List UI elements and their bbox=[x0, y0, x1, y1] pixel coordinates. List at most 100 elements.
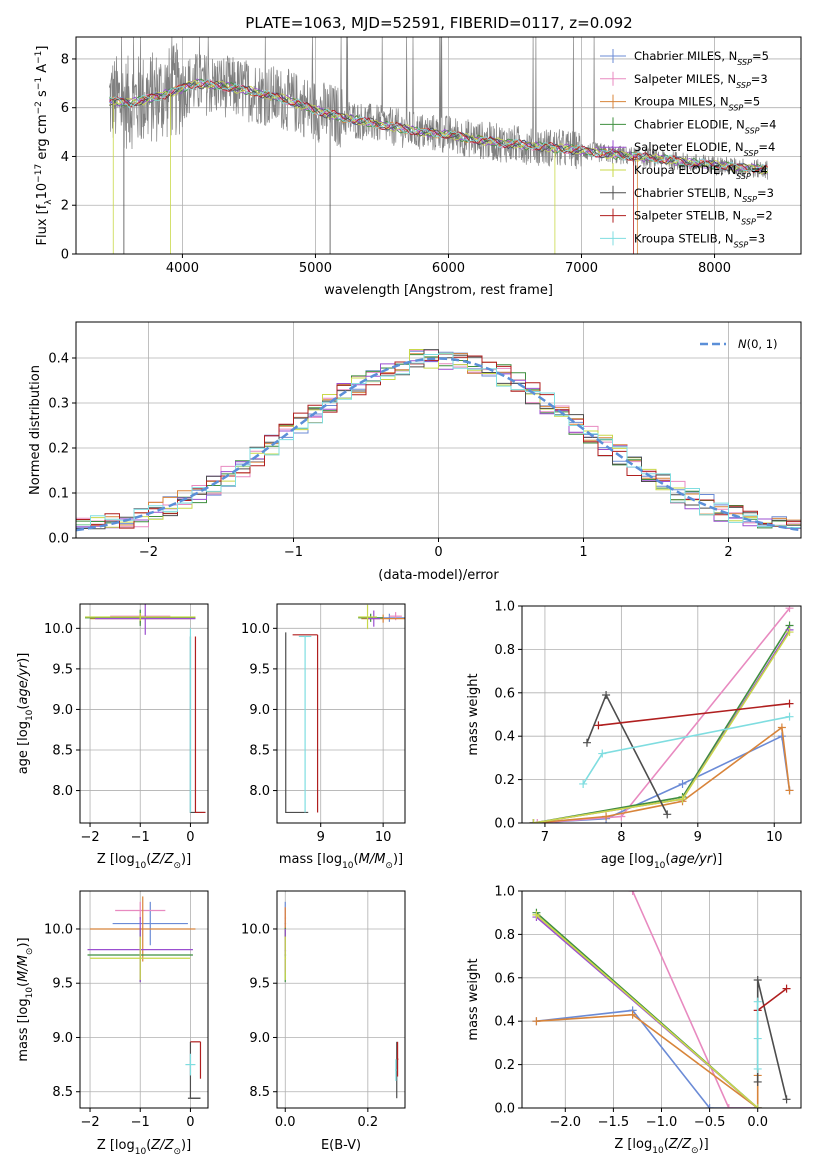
marker-group bbox=[284, 901, 399, 1099]
tick-label: 5000 bbox=[299, 261, 332, 276]
axes-frame bbox=[521, 605, 802, 824]
x-axis-label: E(B-V) bbox=[321, 1138, 361, 1153]
y-axis-label: mass weight bbox=[466, 958, 481, 1040]
series-line bbox=[536, 1013, 759, 1108]
series-point bbox=[753, 1064, 762, 1073]
series-point bbox=[579, 779, 588, 788]
axes-frame bbox=[75, 36, 802, 255]
tick-label: 8000 bbox=[698, 261, 731, 276]
series-point bbox=[628, 1010, 637, 1019]
tick-label: 0 bbox=[186, 830, 194, 845]
marker-group bbox=[85, 604, 206, 814]
series-line bbox=[535, 914, 759, 1108]
tick-label: 0.2 bbox=[494, 773, 515, 788]
series-point bbox=[529, 819, 538, 823]
series-point bbox=[602, 812, 611, 821]
plot-area bbox=[277, 604, 405, 823]
series-point bbox=[678, 795, 687, 804]
series-line bbox=[757, 987, 788, 1012]
axes-frame bbox=[521, 890, 802, 1109]
tick-label: 0 bbox=[186, 1115, 194, 1130]
series-point bbox=[628, 891, 637, 895]
tick-label: 2 bbox=[61, 199, 69, 214]
legend-entry: Chabrier MILES, NSSP=5 bbox=[634, 49, 769, 67]
tick-label: 0.0 bbox=[747, 1115, 768, 1130]
tick-label: 10.0 bbox=[44, 922, 73, 937]
errorbar-box bbox=[194, 636, 206, 814]
tick-label: 0.2 bbox=[357, 1115, 378, 1130]
series-point bbox=[533, 819, 542, 823]
gaussian-curve bbox=[76, 357, 801, 532]
model-spectrum-line bbox=[109, 79, 768, 173]
legend-gaussian: N(0, 1) bbox=[738, 337, 778, 351]
panel-residuals: −2 −1 0 1 2 0.0 0.1 0.2 0.3 0.4 N(0, 1) (data-model… bbox=[28, 321, 802, 583]
series-point bbox=[785, 786, 794, 795]
tick-label: 0.0 bbox=[494, 1102, 515, 1117]
panel-mass-vs-Z: −2 −1 0 8.5 9.0 9.5 10.0 Z [log10(Z/Z⊙)] mass [l… bbox=[16, 890, 209, 1157]
tick-label: −2 bbox=[80, 830, 99, 845]
marker-group bbox=[285, 604, 405, 814]
x-axis-label: (data-model)/error bbox=[378, 568, 499, 583]
series-point bbox=[785, 606, 794, 613]
tick-label: 9.0 bbox=[249, 703, 270, 718]
histogram-group bbox=[76, 349, 801, 532]
series-line bbox=[631, 891, 758, 1108]
x-axis-label: age [log10(age/yr)] bbox=[601, 852, 723, 871]
tick-label: 9 bbox=[694, 830, 702, 845]
x-axis-label: wavelength [Angstrom, rest frame] bbox=[324, 283, 553, 298]
axes-frame bbox=[79, 890, 209, 1109]
panel-spectrum: 4000 5000 6000 7000 8000 0 2 4 6 8 Chabrier MILES,… bbox=[34, 36, 802, 298]
y-axis-label: Flux [fλ10−17 erg cm−2 s−1 A−1] bbox=[34, 46, 54, 246]
legend-entry: Kroupa STELIB, NSSP=3 bbox=[634, 231, 765, 249]
tick-label: −1.5 bbox=[598, 1115, 630, 1130]
tick-label: 8 bbox=[61, 52, 69, 67]
tick-label: 1 bbox=[579, 545, 587, 560]
tick-label: 0.2 bbox=[48, 442, 69, 457]
plot-area bbox=[80, 891, 208, 1108]
series-line bbox=[536, 1009, 758, 1108]
tick-label: 0.8 bbox=[494, 928, 515, 943]
tick-label: 0.1 bbox=[48, 487, 69, 502]
series-point bbox=[598, 749, 607, 758]
tick-label: −1 bbox=[131, 830, 150, 845]
tick-label: 4 bbox=[61, 150, 69, 165]
tick-label: 6000 bbox=[432, 261, 465, 276]
panel-age-vs-mass: 9 10 8.0 8.5 9.0 9.5 10.0 mass [log10(M/M⊙)] bbox=[241, 603, 406, 871]
legend-entry: Chabrier STELIB, NSSP=3 bbox=[634, 186, 774, 204]
series-point bbox=[532, 1017, 541, 1026]
tick-label: 0.4 bbox=[494, 1015, 515, 1030]
y-axis-label: mass [log10(M/M⊙)] bbox=[16, 937, 35, 1061]
tick-label: 8.0 bbox=[52, 784, 73, 799]
series-point bbox=[782, 984, 791, 993]
tick-label: 1.0 bbox=[494, 600, 515, 615]
series-point bbox=[785, 699, 794, 708]
tick-label: 8.0 bbox=[249, 784, 270, 799]
tick-label: 7 bbox=[541, 830, 549, 845]
tick-label: 8.5 bbox=[249, 744, 270, 759]
series-group bbox=[532, 891, 791, 1108]
axes-frame bbox=[75, 321, 802, 539]
tick-label: 9 bbox=[317, 830, 325, 845]
tick-label: 0.4 bbox=[494, 730, 515, 745]
tick-label: 0.0 bbox=[48, 532, 69, 547]
tick-label: 9.0 bbox=[249, 1031, 270, 1046]
legend-entry: Kroupa ELODIE, NSSP=4 bbox=[634, 163, 768, 181]
tick-label: 9.5 bbox=[249, 977, 270, 992]
tick-label: 10.0 bbox=[241, 922, 270, 937]
tick-label: 0.6 bbox=[494, 686, 515, 701]
tick-label: 2 bbox=[724, 545, 732, 560]
panel-massweight-vs-Z: −2.0 −1.5 −1.0 −0.5 0.0 0.0 0.2 0.4 0.6 0.8 1.0 Z [… bbox=[466, 885, 802, 1156]
tick-label: −2.0 bbox=[550, 1115, 582, 1130]
plot-area bbox=[522, 606, 801, 823]
tick-label: 0.6 bbox=[494, 971, 515, 986]
tick-label: 10 bbox=[766, 830, 783, 845]
tick-label: 10 bbox=[375, 830, 392, 845]
y-axis-label: age [log10(age/yr)] bbox=[16, 653, 35, 775]
tick-label: 1.0 bbox=[494, 885, 515, 900]
tick-label: −2 bbox=[80, 1115, 99, 1130]
legend-entry: Salpeter ELODIE, NSSP=4 bbox=[634, 140, 775, 158]
series-point bbox=[785, 712, 794, 721]
tick-label: 0.0 bbox=[275, 1115, 296, 1130]
tick-label: 9.5 bbox=[52, 662, 73, 677]
